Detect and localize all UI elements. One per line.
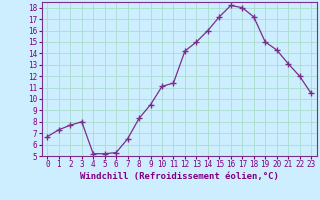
X-axis label: Windchill (Refroidissement éolien,°C): Windchill (Refroidissement éolien,°C) — [80, 172, 279, 181]
